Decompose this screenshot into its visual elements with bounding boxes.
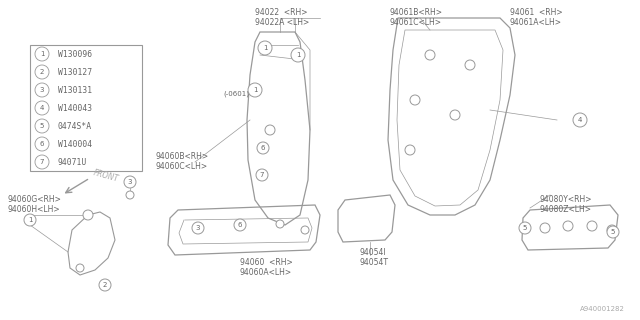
Circle shape — [76, 264, 84, 272]
Circle shape — [35, 137, 49, 151]
Circle shape — [410, 95, 420, 105]
Text: 94061A<LH>: 94061A<LH> — [510, 18, 562, 27]
Text: 1: 1 — [40, 51, 44, 57]
Text: 3: 3 — [196, 225, 200, 231]
Text: 94022A <LH>: 94022A <LH> — [255, 18, 309, 27]
Text: W140043: W140043 — [58, 103, 92, 113]
Circle shape — [35, 155, 49, 169]
Text: W130131: W130131 — [58, 85, 92, 94]
Circle shape — [126, 191, 134, 199]
Text: 0474S*A: 0474S*A — [58, 122, 92, 131]
Circle shape — [540, 223, 550, 233]
Circle shape — [258, 41, 272, 55]
Text: W140004: W140004 — [58, 140, 92, 148]
Text: FRONT: FRONT — [93, 168, 120, 183]
Text: 5: 5 — [611, 229, 615, 235]
Circle shape — [607, 226, 619, 238]
Text: A940001282: A940001282 — [580, 306, 625, 312]
Circle shape — [257, 142, 269, 154]
Text: 7: 7 — [260, 172, 264, 178]
Text: 6: 6 — [237, 222, 243, 228]
Circle shape — [301, 226, 309, 234]
Text: 94060C<LH>: 94060C<LH> — [155, 162, 207, 171]
Circle shape — [192, 222, 204, 234]
Circle shape — [35, 101, 49, 115]
Text: 94080Z<LH>: 94080Z<LH> — [540, 205, 592, 214]
Circle shape — [35, 119, 49, 133]
Text: 4: 4 — [578, 117, 582, 123]
Circle shape — [607, 225, 617, 235]
Text: 94061C<LH>: 94061C<LH> — [390, 18, 442, 27]
Circle shape — [450, 110, 460, 120]
Text: 3: 3 — [40, 87, 44, 93]
Circle shape — [519, 222, 531, 234]
Circle shape — [83, 210, 93, 220]
Circle shape — [35, 47, 49, 61]
Text: 6: 6 — [40, 141, 44, 147]
Circle shape — [24, 214, 36, 226]
Text: 6: 6 — [260, 145, 265, 151]
Circle shape — [234, 219, 246, 231]
Bar — [30, 45, 142, 171]
Circle shape — [99, 279, 111, 291]
Circle shape — [194, 224, 202, 232]
Circle shape — [35, 83, 49, 97]
Circle shape — [236, 221, 244, 229]
Text: 94061  <RH>: 94061 <RH> — [510, 8, 563, 17]
Text: 94022  <RH>: 94022 <RH> — [255, 8, 307, 17]
Circle shape — [291, 48, 305, 62]
Circle shape — [465, 60, 475, 70]
Text: 94060G<RH>: 94060G<RH> — [8, 195, 62, 204]
Text: 7: 7 — [40, 159, 44, 165]
Text: 5: 5 — [40, 123, 44, 129]
Circle shape — [573, 113, 587, 127]
Text: 94054I: 94054I — [360, 248, 387, 257]
Text: 4: 4 — [40, 105, 44, 111]
Text: W130127: W130127 — [58, 68, 92, 76]
Text: 94060H<LH>: 94060H<LH> — [8, 205, 61, 214]
Circle shape — [124, 176, 136, 188]
Text: 1: 1 — [28, 217, 32, 223]
Circle shape — [563, 221, 573, 231]
Circle shape — [587, 221, 597, 231]
Text: 94080Y<RH>: 94080Y<RH> — [540, 195, 593, 204]
Text: 94060  <RH>: 94060 <RH> — [240, 258, 292, 267]
Text: W130096: W130096 — [58, 50, 92, 59]
Circle shape — [405, 145, 415, 155]
Circle shape — [35, 65, 49, 79]
Text: 2: 2 — [40, 69, 44, 75]
Text: 5: 5 — [523, 225, 527, 231]
Circle shape — [425, 50, 435, 60]
Text: 1: 1 — [253, 87, 257, 93]
Text: 94071U: 94071U — [58, 157, 87, 166]
Text: 1: 1 — [263, 45, 268, 51]
Text: 3: 3 — [128, 179, 132, 185]
Text: 94060B<RH>: 94060B<RH> — [155, 152, 208, 161]
Text: 94061B<RH>: 94061B<RH> — [390, 8, 443, 17]
Circle shape — [256, 169, 268, 181]
Circle shape — [276, 220, 284, 228]
Circle shape — [248, 83, 262, 97]
Circle shape — [265, 125, 275, 135]
Text: 94060A<LH>: 94060A<LH> — [240, 268, 292, 277]
Text: (-0601): (-0601) — [223, 90, 249, 97]
Text: 2: 2 — [103, 282, 107, 288]
Text: 1: 1 — [296, 52, 300, 58]
Text: 94054T: 94054T — [360, 258, 389, 267]
